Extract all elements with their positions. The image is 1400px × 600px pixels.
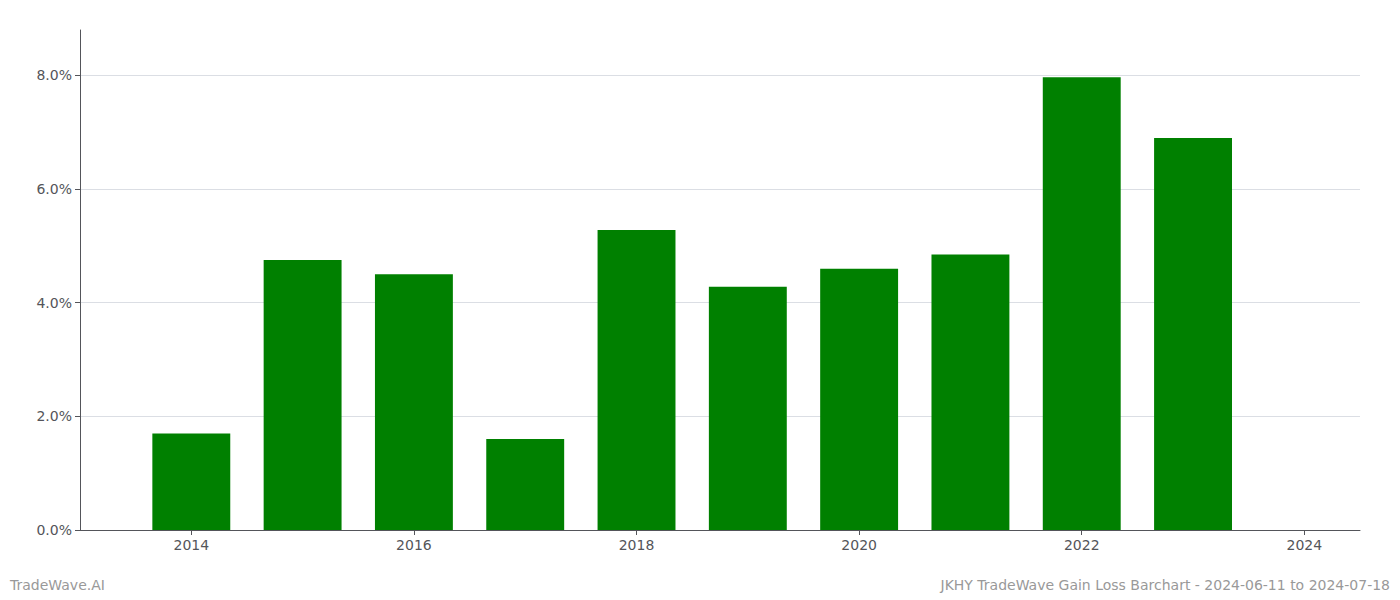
svg-text:2.0%: 2.0%: [36, 408, 72, 424]
svg-text:JKHY TradeWave Gain Loss Barch: JKHY TradeWave Gain Loss Barchart - 2024…: [940, 577, 1391, 593]
svg-text:8.0%: 8.0%: [36, 67, 72, 83]
svg-text:2024: 2024: [1287, 537, 1323, 553]
svg-text:0.0%: 0.0%: [36, 522, 72, 538]
svg-text:2014: 2014: [173, 537, 209, 553]
svg-text:2016: 2016: [396, 537, 432, 553]
svg-text:TradeWave.AI: TradeWave.AI: [9, 577, 105, 593]
svg-text:2020: 2020: [841, 537, 877, 553]
svg-text:2018: 2018: [619, 537, 655, 553]
svg-text:6.0%: 6.0%: [36, 181, 72, 197]
svg-text:2022: 2022: [1064, 537, 1100, 553]
svg-text:4.0%: 4.0%: [36, 295, 72, 311]
